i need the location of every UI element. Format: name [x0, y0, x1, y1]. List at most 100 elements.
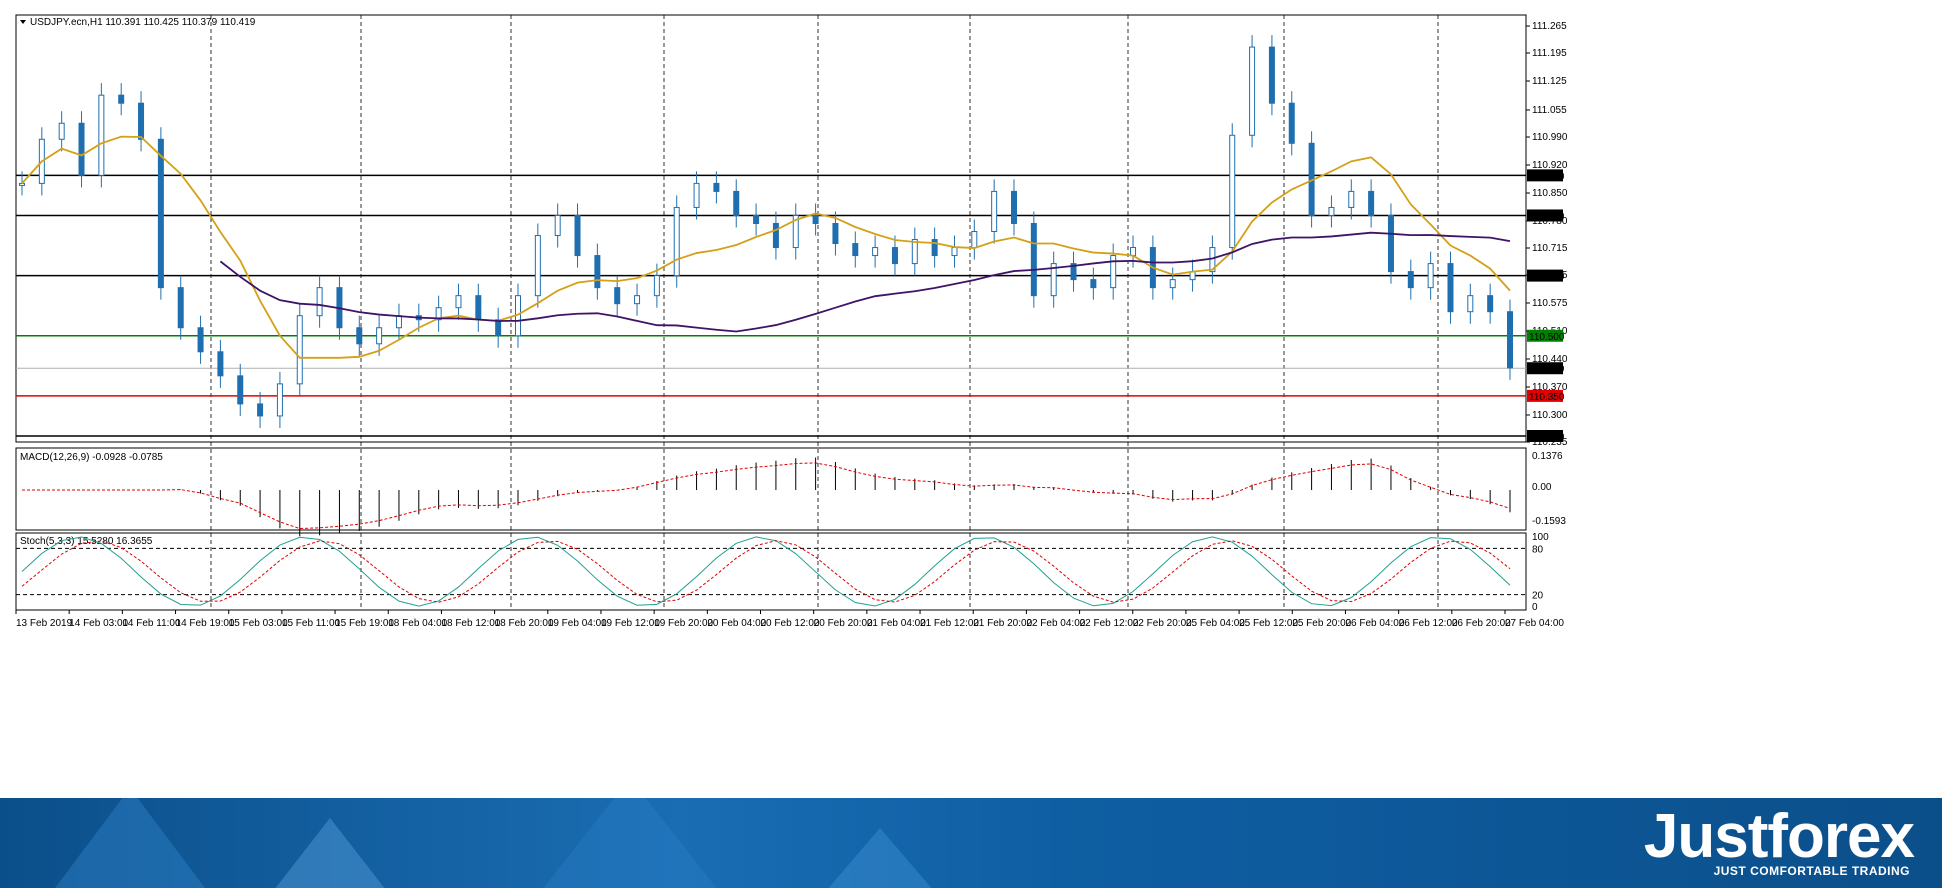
candle-body	[1189, 271, 1196, 281]
macd-panel-frame	[15, 447, 1527, 531]
macd-header: MACD(12,26,9) -0.0928 -0.0785	[20, 452, 163, 463]
candle-body	[1030, 222, 1037, 297]
time-axis-label: 21 Feb 20:00	[973, 618, 1032, 629]
candle-body	[554, 214, 561, 237]
time-axis-label: 14 Feb 03:00	[69, 618, 128, 629]
candle-body	[991, 190, 998, 233]
candle-body	[1407, 271, 1414, 289]
candle-body	[693, 182, 700, 208]
level-label-box	[1527, 329, 1563, 342]
dropdown-icon[interactable]	[20, 20, 26, 24]
time-axis-label: 20 Feb 04:00	[707, 618, 766, 629]
time-axis-label: 19 Feb 12:00	[601, 618, 660, 629]
price-tick-label: 110.300	[1532, 410, 1568, 421]
level-label-box	[1527, 169, 1563, 182]
stoch-main-line	[21, 536, 1511, 607]
time-axis-label: 19 Feb 20:00	[654, 618, 713, 629]
candle-body	[852, 243, 859, 257]
candle-body	[435, 307, 442, 321]
symbol-header: USDJPY.ecn,H1 110.391 110.425 110.379 11…	[30, 17, 256, 28]
candle-body	[78, 122, 85, 176]
level-label: 110.650	[1529, 272, 1565, 283]
candle-body	[157, 138, 164, 289]
candle-body	[634, 295, 641, 305]
candle-body	[872, 247, 879, 257]
candle-body	[574, 214, 581, 257]
price-tick-label: 111.265	[1532, 21, 1567, 32]
candle-body	[1368, 190, 1375, 216]
chart-area[interactable]: 111.265 111.195 111.125 111.055 110.990 110.9…	[0, 0, 1942, 798]
candle-body	[1487, 295, 1494, 313]
candle-body	[58, 122, 65, 140]
level-label: 110.350	[1529, 392, 1565, 403]
time-axis-label: 20 Feb 12:00	[761, 618, 820, 629]
time-axis-label: 19 Feb 04:00	[548, 618, 607, 629]
candle-body	[475, 295, 482, 321]
candle-body	[1328, 206, 1335, 216]
main-panel-frame	[15, 14, 1527, 443]
stoch-signal-line	[21, 540, 1511, 603]
candle-body	[376, 327, 383, 345]
time-axis-label: 15 Feb 19:00	[335, 618, 394, 629]
stoch-axis-label: 80	[1532, 544, 1544, 555]
price-tick-label: 110.990	[1532, 132, 1568, 143]
stoch-axis-label: 100	[1532, 532, 1549, 543]
level-label: 110.900	[1529, 171, 1565, 182]
candle-body	[177, 287, 184, 329]
candle-body	[1110, 255, 1117, 289]
candle-body	[455, 295, 462, 309]
candle-body	[753, 214, 760, 224]
candle-body	[1467, 295, 1474, 313]
time-axis-label: 14 Feb 11:00	[122, 618, 181, 629]
candle-body	[1427, 263, 1434, 289]
candle-body	[733, 190, 740, 216]
time-axis-label: 20 Feb 20:00	[814, 618, 873, 629]
candle-body	[713, 182, 720, 192]
candle-body	[971, 231, 978, 249]
candle-body	[653, 275, 660, 297]
brand-tagline: JUST COMFORTABLE TRADING	[1713, 864, 1910, 878]
candle-body	[296, 315, 303, 385]
time-axis-label: 26 Feb 12:00	[1399, 618, 1458, 629]
candle-body	[1011, 190, 1017, 224]
candle-body	[197, 327, 204, 353]
price-tick-label: 111.125	[1532, 76, 1567, 87]
brand-logo: Justforex	[1643, 802, 1915, 871]
time-axis-label: 27 Feb 04:00	[1505, 618, 1564, 629]
candle-body	[1050, 263, 1057, 297]
candle-body	[316, 287, 323, 317]
price-tick-label: 110.235	[1532, 437, 1568, 448]
ma-slow-line	[219, 231, 1511, 333]
candle-body	[832, 222, 839, 245]
time-axis-label: 15 Feb 11:00	[282, 618, 341, 629]
stoch-axis-label: 0	[1532, 602, 1538, 613]
time-axis-label: 18 Feb 12:00	[441, 618, 500, 629]
candle-body	[1130, 247, 1137, 257]
level-label-box	[1527, 389, 1563, 402]
candle-body	[1070, 263, 1077, 281]
price-tick-label: 110.780	[1532, 216, 1568, 227]
candle-body	[1348, 190, 1355, 208]
time-axis-label: 22 Feb 04:00	[1026, 618, 1085, 629]
time-axis-label: 21 Feb 04:00	[867, 618, 926, 629]
level-label: 110.250	[1529, 432, 1565, 443]
price-tick-label: 111.055	[1532, 105, 1567, 116]
candle-body	[98, 94, 105, 176]
time-axis-label: 26 Feb 04:00	[1345, 618, 1404, 629]
candle-body	[931, 239, 938, 257]
candle-body	[257, 403, 264, 417]
current-price-label: 110.419	[1529, 364, 1565, 375]
price-tick-label: 110.440	[1532, 354, 1568, 365]
price-chart[interactable]: 111.265 111.195 111.125 111.055 110.990 110.9…	[0, 0, 1942, 798]
candle-body	[19, 182, 25, 186]
candle-body	[237, 375, 244, 405]
candle-body	[1249, 46, 1256, 136]
candle-body	[1387, 214, 1394, 273]
macd-axis-label: 0.1376	[1532, 451, 1563, 462]
level-label-box	[1527, 269, 1563, 282]
macd-axis-label: -0.1593	[1532, 516, 1566, 527]
stoch-panel-frame	[15, 532, 1527, 611]
level-label: 110.500	[1529, 332, 1565, 343]
time-axis-label: 25 Feb 12:00	[1239, 618, 1298, 629]
candle-body	[1169, 279, 1176, 289]
